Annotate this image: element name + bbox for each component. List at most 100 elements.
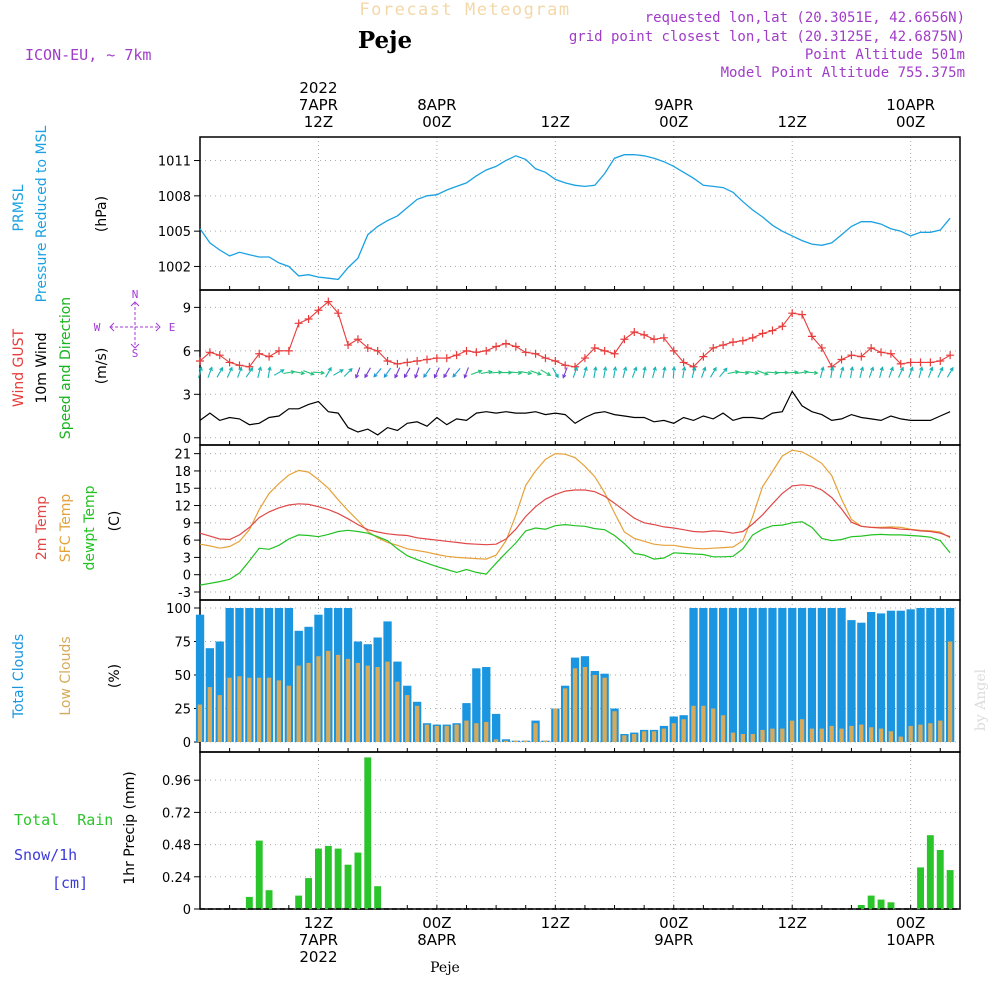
panel-frame — [199, 289, 961, 446]
wind-direction-arrow — [888, 366, 894, 378]
wind-direction-arrow — [622, 366, 628, 379]
wind-direction-arrow — [868, 366, 875, 378]
total-clouds-bar — [896, 610, 905, 742]
wind-direction-arrow — [414, 367, 420, 379]
wind-direction-arrow — [267, 366, 272, 379]
wind-direction-arrow — [766, 370, 780, 375]
gust-marker — [916, 358, 925, 367]
low-clouds-bar — [671, 723, 676, 742]
total-clouds-bar — [797, 608, 807, 742]
gust-marker — [610, 349, 619, 358]
total-clouds-bar — [867, 612, 876, 742]
y-tick-label: 12 — [174, 500, 191, 515]
bottom-time-label: 10APR — [886, 931, 935, 949]
label-hpa: (hPa) — [94, 196, 110, 232]
gust-marker — [798, 310, 807, 319]
wind-direction-arrow — [500, 370, 513, 375]
low-clouds-bar — [918, 724, 923, 742]
wind-direction-arrow — [490, 370, 503, 375]
low-clouds-bar — [829, 725, 834, 742]
label-total-rain: Total Rain — [14, 811, 113, 829]
total-clouds-bar — [215, 641, 224, 742]
requested-coordinates: requested lon,lat (20.3051E, 42.6656N) — [645, 10, 965, 26]
gust-marker — [334, 309, 343, 318]
y-tick-label: 9 — [183, 301, 191, 316]
bottom-time-label: 12Z — [541, 914, 570, 932]
total-clouds-bar — [255, 608, 264, 742]
wind-direction-arrow — [198, 366, 203, 379]
rain-bar — [887, 902, 895, 909]
precip-series — [200, 757, 960, 910]
station-name: Peje — [358, 27, 412, 54]
low-clouds-bar — [948, 641, 953, 742]
total-clouds-bar — [857, 622, 866, 742]
wind-direction-arrow — [652, 366, 657, 379]
wind-direction-arrow — [273, 369, 285, 376]
gust-marker — [837, 355, 846, 364]
label-cm: [cm] — [52, 874, 88, 892]
total-clouds-bar — [472, 668, 481, 742]
wind-direction-arrow — [207, 366, 213, 378]
low-clouds-bar — [523, 740, 528, 742]
wind-direction-arrow — [898, 366, 904, 378]
rain-bar — [334, 848, 342, 909]
label-precip-mm: 1hr Precip (mm) — [122, 771, 138, 884]
wind-direction-arrow — [480, 369, 493, 375]
y-tick-label: 0 — [183, 736, 191, 751]
top-time-label: 12Z — [778, 113, 807, 131]
low-clouds-bar — [237, 676, 242, 742]
gust-marker — [393, 359, 402, 368]
wind-direction-arrow — [394, 367, 401, 379]
gust-marker — [896, 359, 905, 368]
y-tick-label: 0.72 — [162, 806, 191, 821]
gust-marker — [886, 349, 895, 358]
total-clouds-bar — [699, 608, 708, 742]
gust-marker — [788, 309, 797, 318]
wind-direction-arrow — [582, 366, 588, 379]
total-clouds-bar — [245, 608, 254, 742]
low-clouds-bar — [760, 729, 765, 742]
low-clouds-bar — [582, 667, 588, 742]
rain-bar — [917, 867, 924, 909]
top-time-label: 00Z — [422, 113, 451, 131]
total-clouds-bar — [225, 608, 234, 742]
dewpoint-line — [199, 521, 951, 586]
low-clouds-bar — [572, 668, 578, 742]
y-tick-label: 9 — [183, 517, 191, 532]
rain-bar — [265, 890, 273, 909]
wind-direction-arrow — [849, 366, 855, 379]
bottom-time-label: 7APR — [299, 931, 338, 949]
y-tick-label: 25 — [174, 703, 191, 718]
bottom-time-label: 9APR — [654, 931, 693, 949]
low-clouds-bar — [464, 720, 469, 742]
y-tick-label: 0.48 — [162, 839, 191, 854]
low-clouds-bar — [345, 658, 351, 742]
wind-direction-arrow — [562, 367, 568, 379]
gust-marker — [847, 351, 856, 360]
low-clouds-bar — [424, 724, 430, 742]
wind-direction-arrow — [383, 367, 392, 379]
wind-direction-arrow — [859, 366, 865, 379]
compass-east: E — [169, 321, 176, 334]
wind-speed-line — [199, 390, 951, 436]
bottom-time-label: 12Z — [304, 914, 333, 932]
wind-direction-arrow — [443, 367, 450, 379]
wind-direction-arrow — [642, 366, 647, 379]
total-clouds-bar — [274, 608, 284, 742]
gust-marker — [423, 355, 432, 364]
total-clouds-bar — [728, 608, 738, 742]
label-snow: Snow/1h — [14, 846, 77, 864]
low-clouds-bar — [888, 731, 893, 742]
gust-marker — [758, 329, 767, 338]
rain-bar — [857, 905, 865, 909]
gust-marker — [225, 358, 234, 367]
low-clouds-bar — [592, 675, 597, 742]
low-clouds-bar — [770, 728, 775, 742]
rain-bar — [315, 848, 322, 909]
y-tick-label: 0.96 — [162, 774, 191, 789]
label-wind-gust: Wind GUST — [11, 328, 27, 407]
low-clouds-bar — [701, 705, 706, 742]
gust-marker — [511, 342, 520, 351]
gust-marker — [324, 297, 333, 306]
